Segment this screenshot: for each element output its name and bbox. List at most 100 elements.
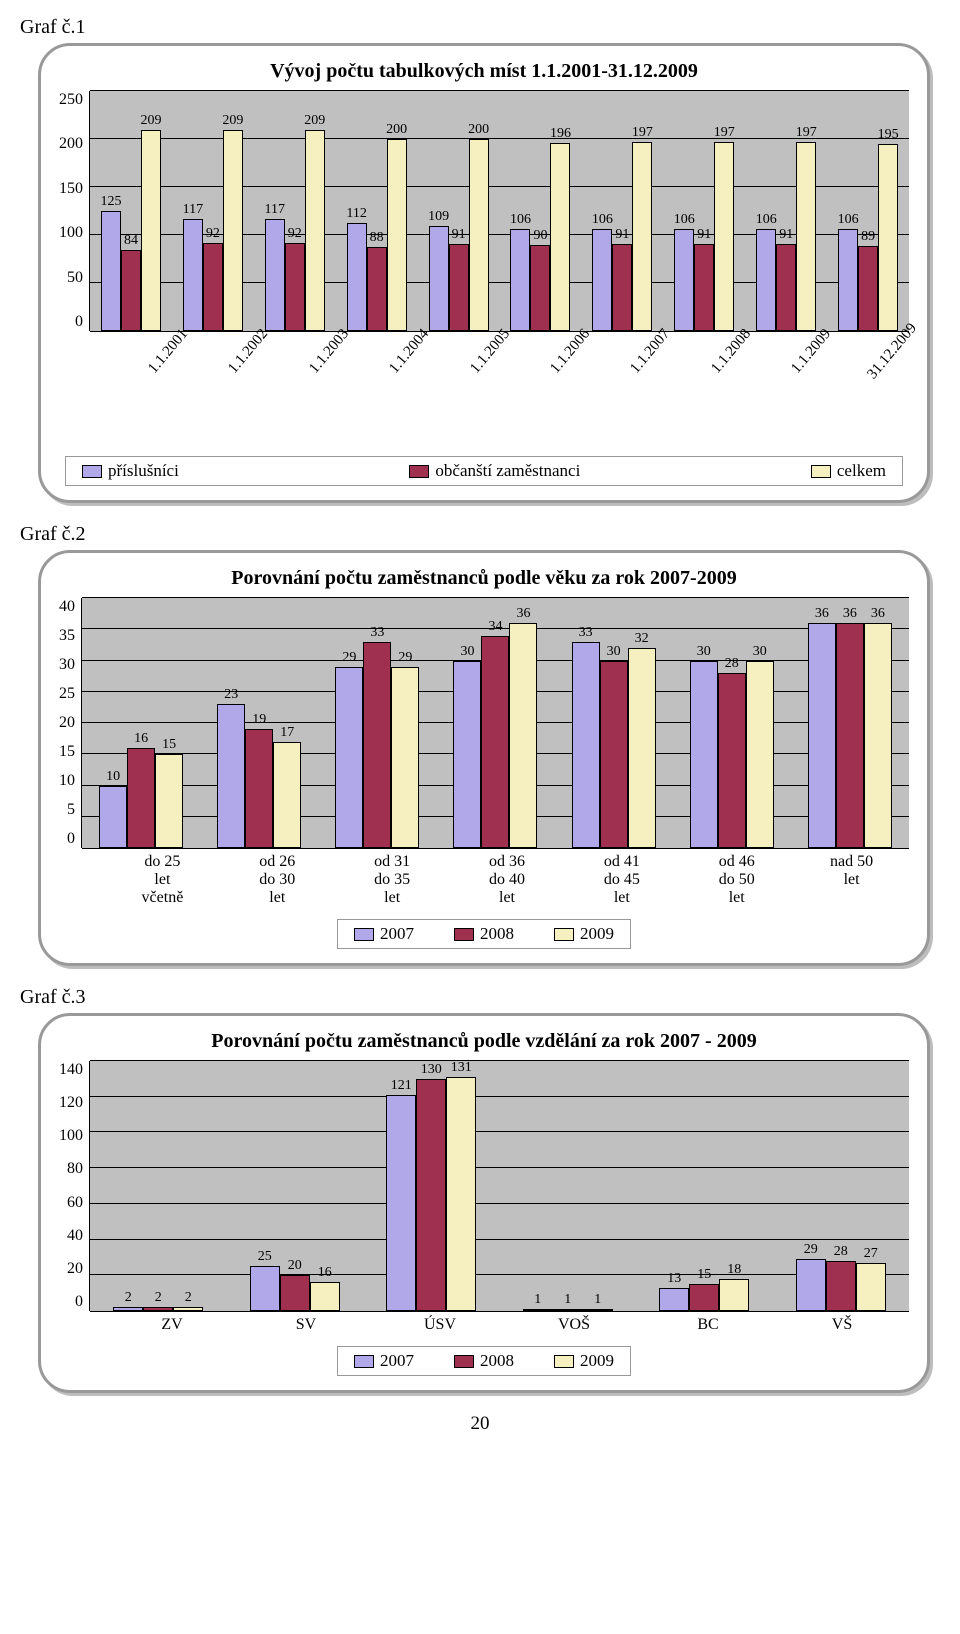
bar-value-label: 25	[258, 1249, 272, 1265]
x-axis: ZVSVÚSVVOŠBCVŠ	[105, 1312, 909, 1334]
bar-value-label: 27	[864, 1246, 878, 1262]
bar-value-label: 33	[579, 625, 593, 641]
legend-label: 2007	[380, 1351, 414, 1371]
y-tick: 150	[59, 180, 83, 198]
bar: 25	[250, 1266, 280, 1311]
bar-group: 131518	[636, 1279, 773, 1311]
legend-item: příslušníci	[82, 461, 179, 481]
bar: 92	[285, 243, 305, 331]
x-tick: ZV	[105, 1312, 239, 1334]
bar-value-label: 30	[753, 644, 767, 660]
bar-value-label: 197	[796, 125, 817, 141]
bar-group: 292827	[773, 1259, 910, 1311]
bar: 209	[223, 130, 243, 331]
bar-value-label: 29	[398, 650, 412, 666]
bar: 109	[429, 226, 449, 331]
legend-label: celkem	[837, 461, 886, 481]
bar-value-label: 29	[804, 1242, 818, 1258]
bar-value-label: 13	[667, 1271, 681, 1287]
legend-item: 2008	[454, 924, 514, 944]
bar: 29	[391, 667, 419, 848]
bar-group: 10690196	[500, 143, 582, 331]
bar: 1	[583, 1309, 613, 1311]
x-tick: BC	[641, 1312, 775, 1334]
legend-item: 2009	[554, 1351, 614, 1371]
bar-value-label: 200	[468, 122, 489, 138]
bar-group: 231917	[200, 704, 318, 848]
bar-value-label: 2	[185, 1290, 192, 1306]
bar: 125	[101, 211, 121, 331]
bar-value-label: 91	[779, 227, 793, 243]
bar: 117	[265, 219, 285, 331]
legend-label: 2008	[480, 1351, 514, 1371]
bar-value-label: 36	[843, 606, 857, 622]
bar-value-label: 92	[288, 226, 302, 242]
bar-group: 11288200	[336, 139, 418, 331]
bar-value-label: 15	[162, 737, 176, 753]
bar-value-label: 10	[106, 769, 120, 785]
bar: 91	[694, 244, 714, 331]
bar-group: 302830	[673, 661, 791, 849]
bar-value-label: 195	[878, 127, 899, 143]
bar-value-label: 106	[592, 212, 613, 228]
bar: 89	[858, 246, 878, 331]
y-tick: 60	[67, 1194, 83, 1212]
bar-value-label: 28	[725, 656, 739, 672]
y-tick: 20	[59, 714, 75, 732]
bar-value-label: 209	[140, 113, 161, 129]
y-tick: 25	[59, 685, 75, 703]
bar: 131	[446, 1077, 476, 1311]
bar: 1	[553, 1309, 583, 1311]
bar-group: 12584209	[90, 130, 172, 331]
bar-value-label: 112	[346, 206, 366, 222]
plot-area: 222252016121130131111131518292827	[90, 1061, 909, 1312]
bar-value-label: 20	[288, 1258, 302, 1274]
y-tick: 40	[59, 598, 75, 616]
bar: 30	[746, 661, 774, 849]
bar-value-label: 196	[550, 126, 571, 142]
bar-value-label: 30	[697, 644, 711, 660]
legend-item: 2007	[354, 924, 414, 944]
chart-card: Vývoj počtu tabulkových míst 1.1.2001-31…	[38, 43, 930, 503]
y-axis: 250200150100500	[59, 91, 90, 331]
bar-group: 101615	[82, 748, 200, 848]
bar-group: 303436	[436, 623, 554, 848]
bar: 91	[776, 244, 796, 331]
legend-swatch	[409, 465, 429, 478]
bar-value-label: 131	[451, 1060, 472, 1076]
bar-value-label: 91	[697, 227, 711, 243]
y-tick: 15	[59, 743, 75, 761]
y-tick: 5	[67, 801, 75, 819]
x-tick: od 26 do 30 let	[220, 849, 335, 907]
legend-item: 2007	[354, 1351, 414, 1371]
x-tick: VOŠ	[507, 1312, 641, 1334]
bar-value-label: 106	[674, 212, 695, 228]
bar: 23	[217, 704, 245, 848]
bar: 20	[280, 1275, 310, 1311]
bar-value-label: 200	[386, 122, 407, 138]
bar: 36	[864, 623, 892, 848]
bar: 2	[143, 1307, 173, 1311]
legend-item: 2009	[554, 924, 614, 944]
x-tick: od 46 do 50 let	[679, 849, 794, 907]
x-tick: od 41 do 45 let	[564, 849, 679, 907]
bar: 106	[592, 229, 612, 331]
bar-value-label: 209	[222, 113, 243, 129]
bar-group: 11792209	[172, 130, 254, 331]
bar: 106	[510, 229, 530, 331]
bar: 84	[121, 250, 141, 331]
bar: 27	[856, 1263, 886, 1311]
bar-value-label: 84	[124, 233, 138, 249]
bar-value-label: 1	[564, 1292, 571, 1308]
chart-title: Vývoj počtu tabulkových míst 1.1.2001-31…	[59, 60, 909, 83]
bar: 130	[416, 1079, 446, 1311]
legend-swatch	[354, 1355, 374, 1368]
bar: 2	[173, 1307, 203, 1311]
page-number: 20	[20, 1413, 940, 1435]
bar: 30	[690, 661, 718, 849]
bar-value-label: 197	[632, 125, 653, 141]
bar: 209	[141, 130, 161, 331]
bar-value-label: 106	[756, 212, 777, 228]
legend: příslušníciobčanští zaměstnancicelkem	[65, 456, 903, 486]
bar: 112	[347, 223, 367, 331]
